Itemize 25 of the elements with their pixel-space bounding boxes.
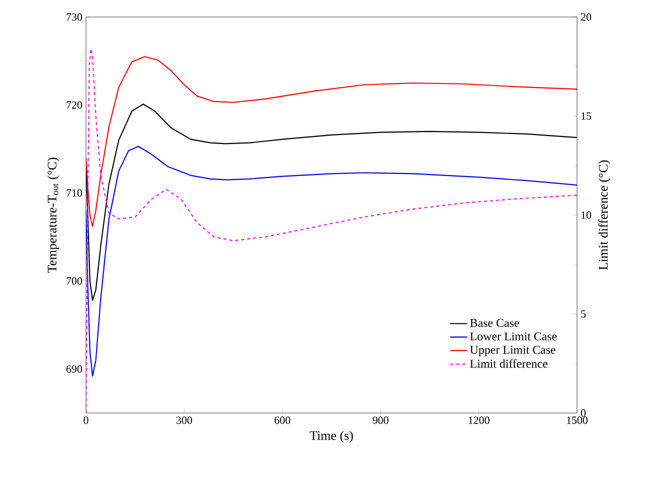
y2-axis-title: Limit difference (°C) [598,160,610,270]
y2-tick-label: 0 [580,409,586,417]
y-tick-label: 700 [66,277,82,285]
x-tick-label: 1200 [468,416,490,424]
y2-tick-label: 10 [582,211,592,219]
y-tick-label: 710 [66,189,82,197]
line-series [86,146,578,377]
legend-label: Lower Limit Case [470,332,557,340]
y2-tick-label: 5 [581,310,586,318]
x-tick-label: 1500 [566,416,588,424]
legend-label: Base Case [470,318,519,327]
x-tick-label: 900 [372,416,388,424]
legend-label: Limit difference [470,359,548,368]
x-tick-label: 600 [274,416,290,424]
y2-tick-label: 20 [581,13,592,21]
y-tick-label: 730 [66,13,82,21]
y2-tick-label: 15 [582,112,592,120]
y-tick-label: 720 [66,101,82,109]
y-tick-label: 690 [66,365,82,373]
line-series [86,56,578,227]
x-tick-label: 0 [84,416,88,424]
x-axis-title: Time (s) [310,430,353,443]
x-tick-label: 300 [176,416,192,424]
y-axis-title: Temperature-T$_{out}$ (°C) [47,158,60,273]
legend-label: Upper Limit Case [470,346,556,356]
